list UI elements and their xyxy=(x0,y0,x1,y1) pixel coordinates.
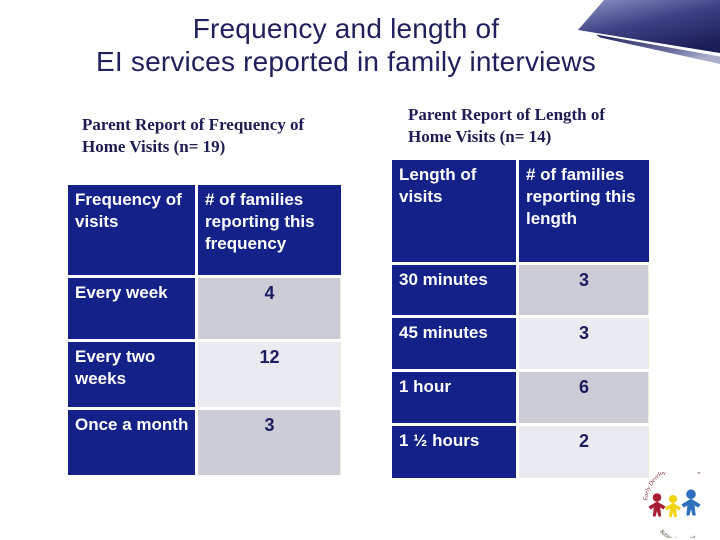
table-row-label: Every week xyxy=(68,278,195,339)
logo-yellow-child-icon xyxy=(664,494,682,518)
table-row-value: 6 xyxy=(519,372,649,423)
ribbon-upper-wedge xyxy=(578,0,720,53)
table-row-label: 45 minutes xyxy=(392,318,516,369)
table-row-label: 30 minutes xyxy=(392,265,516,315)
early-development-network-logo: Early Development Network Babies Can't W… xyxy=(642,472,702,538)
table-row-value: 4 xyxy=(198,278,341,339)
right-caption-line1: Parent Report of Length of xyxy=(408,105,606,124)
length-table: Length of visits # of families reporting… xyxy=(392,160,649,478)
frequency-table: Frequency of visits # of families report… xyxy=(68,185,341,475)
right-table-caption: Parent Report of Length of Home Visits (… xyxy=(408,104,643,148)
slide-title-line2: EI services reported in family interview… xyxy=(96,46,596,77)
ribbon-lower-band xyxy=(596,34,720,64)
logo-blue-child-icon xyxy=(681,489,701,516)
table-row-value: 3 xyxy=(198,410,341,475)
slide-title: Frequency and length of EI services repo… xyxy=(0,12,692,78)
table-row-value: 2 xyxy=(519,426,649,478)
left-caption-line1: Parent Report of Frequency of xyxy=(82,115,305,134)
left-caption-line2: Home Visits (n= 19) xyxy=(82,137,226,156)
corner-ribbon-decoration xyxy=(578,0,720,64)
table-row-value: 12 xyxy=(198,342,341,407)
table-row-value: 3 xyxy=(519,318,649,369)
slide-title-line1: Frequency and length of xyxy=(192,13,500,44)
logo-bottom-arc-text: Babies Can't Wait xyxy=(658,529,697,538)
left-table-caption: Parent Report of Frequency of Home Visit… xyxy=(82,114,337,158)
table-row-label: Once a month xyxy=(68,410,195,475)
table-row-label: 1 ½ hours xyxy=(392,426,516,478)
right-caption-line2: Home Visits (n= 14) xyxy=(408,127,552,146)
frequency-table-col1-header: Frequency of visits xyxy=(68,185,195,275)
table-row-label: 1 hour xyxy=(392,372,516,423)
table-row-label: Every two weeks xyxy=(68,342,195,407)
length-table-col1-header: Length of visits xyxy=(392,160,516,262)
logo-red-child-icon xyxy=(648,493,666,517)
frequency-table-col2-header: # of families reporting this frequency xyxy=(198,185,341,275)
length-table-col2-header: # of families reporting this length xyxy=(519,160,649,262)
table-row-value: 3 xyxy=(519,265,649,315)
